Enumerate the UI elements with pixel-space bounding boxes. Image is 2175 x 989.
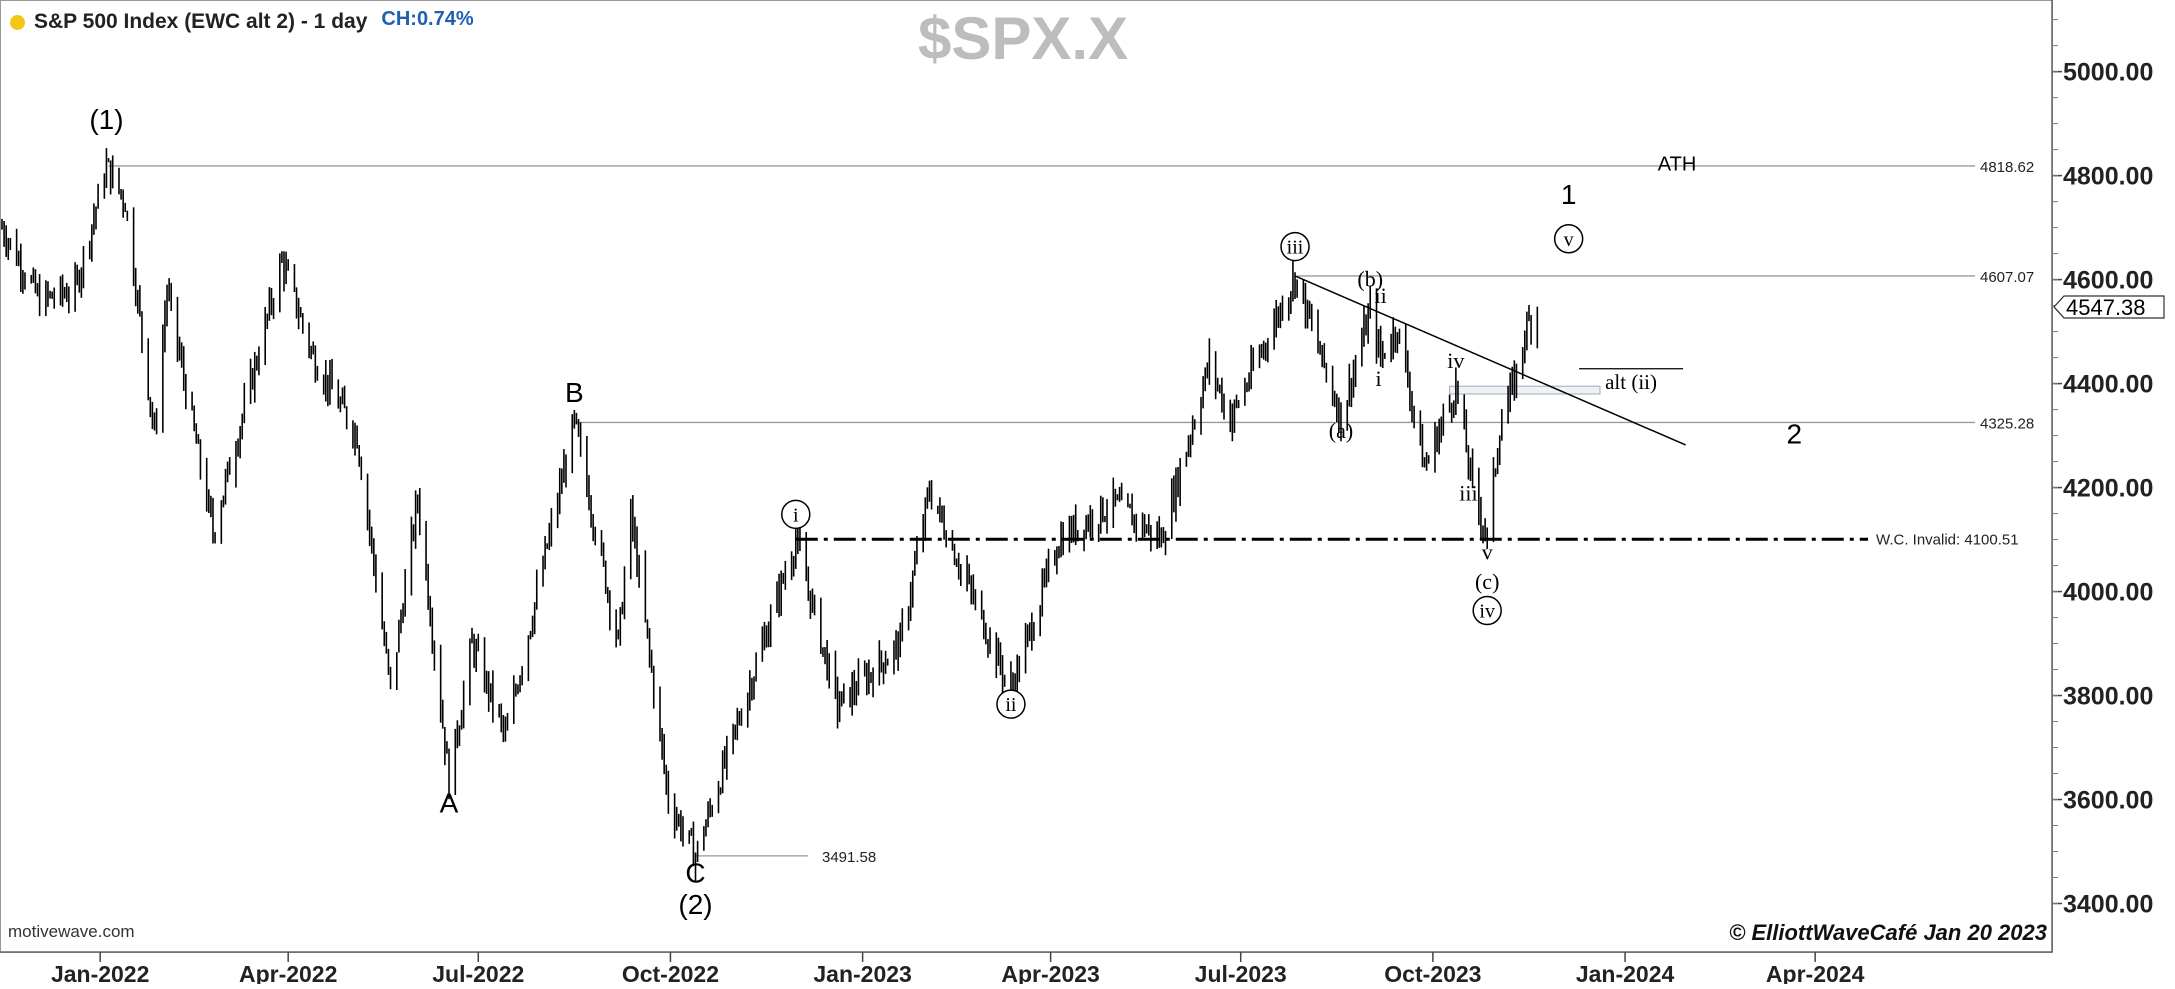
wave-label: B bbox=[565, 377, 584, 408]
wave-label: v bbox=[1564, 229, 1574, 251]
wave-label: iv bbox=[1447, 348, 1464, 373]
copyright-label: © ElliottWaveCafé Jan 20 2023 bbox=[1729, 920, 2047, 945]
wave-label: (a) bbox=[1329, 418, 1353, 443]
wave-label: ii bbox=[1005, 694, 1017, 716]
wave-label: iv bbox=[1479, 601, 1495, 623]
ath-label: ATH bbox=[1658, 153, 1697, 175]
level-label-low: 3491.58 bbox=[822, 849, 876, 866]
x-tick-label: Jul-2023 bbox=[1195, 961, 1287, 984]
wave-label: (1) bbox=[89, 104, 123, 135]
wave-label-circle bbox=[996, 689, 1026, 719]
x-tick-label: Jan-2024 bbox=[1576, 961, 1675, 984]
level-label-ath: 4818.62 bbox=[1980, 159, 2034, 176]
status-dot-icon bbox=[10, 14, 25, 30]
wave-label: A bbox=[440, 788, 459, 819]
current-price-label: 4547.38 bbox=[2066, 295, 2146, 320]
alt-wave-label: alt (ii) bbox=[1605, 370, 1657, 394]
wave-label: (b) bbox=[1357, 266, 1383, 291]
wave-label: C bbox=[685, 858, 705, 889]
x-tick-label: Jan-2023 bbox=[813, 961, 911, 984]
x-tick-label: Apr-2024 bbox=[1766, 961, 1865, 984]
wave-label: i bbox=[793, 504, 799, 526]
x-tick-label: Oct-2023 bbox=[1384, 961, 1481, 984]
wave-label: (c) bbox=[1475, 569, 1499, 594]
level-label-4325: 4325.28 bbox=[1980, 415, 2034, 432]
wave-label: iii bbox=[1459, 481, 1477, 506]
alt-zone bbox=[1449, 385, 1601, 395]
wave-label: 2 bbox=[1786, 418, 1802, 449]
x-tick-label: Jan-2022 bbox=[51, 961, 149, 984]
y-tick-label: 4200.00 bbox=[2063, 475, 2153, 503]
y-tick-label: 3800.00 bbox=[2063, 683, 2153, 711]
x-tick-label: Apr-2023 bbox=[1001, 961, 1099, 984]
trendline bbox=[1294, 275, 1686, 446]
wave-label: iii bbox=[1287, 237, 1304, 259]
plot-frame bbox=[0, 0, 2053, 953]
x-tick-label: Jul-2022 bbox=[432, 961, 524, 984]
y-tick-label: 5000.00 bbox=[2063, 59, 2153, 87]
wave-label: ii bbox=[1375, 283, 1387, 308]
y-tick-label: 3400.00 bbox=[2063, 891, 2153, 919]
change-percent: CH:0.74% bbox=[381, 7, 474, 30]
chart-title: S&P 500 Index (EWC alt 2) - 1 day bbox=[34, 10, 368, 33]
wave-label-circle bbox=[781, 499, 811, 530]
y-tick-label: 3600.00 bbox=[2063, 787, 2153, 815]
x-tick-label: Apr-2022 bbox=[239, 961, 337, 984]
y-tick-label: 4000.00 bbox=[2063, 579, 2153, 607]
x-tick-label: Oct-2022 bbox=[622, 961, 719, 984]
chart-header: S&P 500 Index (EWC alt 2) - 1 day CH:0.7… bbox=[10, 6, 474, 38]
site-watermark: motivewave.com bbox=[8, 922, 135, 941]
y-tick-label: 4400.00 bbox=[2063, 371, 2153, 399]
wave-label-circle bbox=[1472, 595, 1502, 626]
y-tick-label: 4600.00 bbox=[2063, 267, 2153, 295]
wave-label-circle bbox=[1553, 224, 1584, 254]
wave-label: v bbox=[1482, 539, 1493, 564]
invalidation-label: W.C. Invalid: 4100.51 bbox=[1876, 531, 2019, 548]
y-tick-label: 4800.00 bbox=[2063, 163, 2153, 191]
price-bars bbox=[1, 148, 1539, 881]
wave-label: i bbox=[1376, 366, 1382, 391]
wave-label-circle bbox=[1280, 231, 1310, 262]
level-label-4607: 4607.07 bbox=[1980, 269, 2034, 286]
wave-label: (2) bbox=[678, 889, 712, 920]
current-price-marker bbox=[2053, 295, 2165, 319]
symbol-watermark: $SPX.X bbox=[918, 5, 1129, 72]
wave-label: 1 bbox=[1561, 179, 1577, 210]
